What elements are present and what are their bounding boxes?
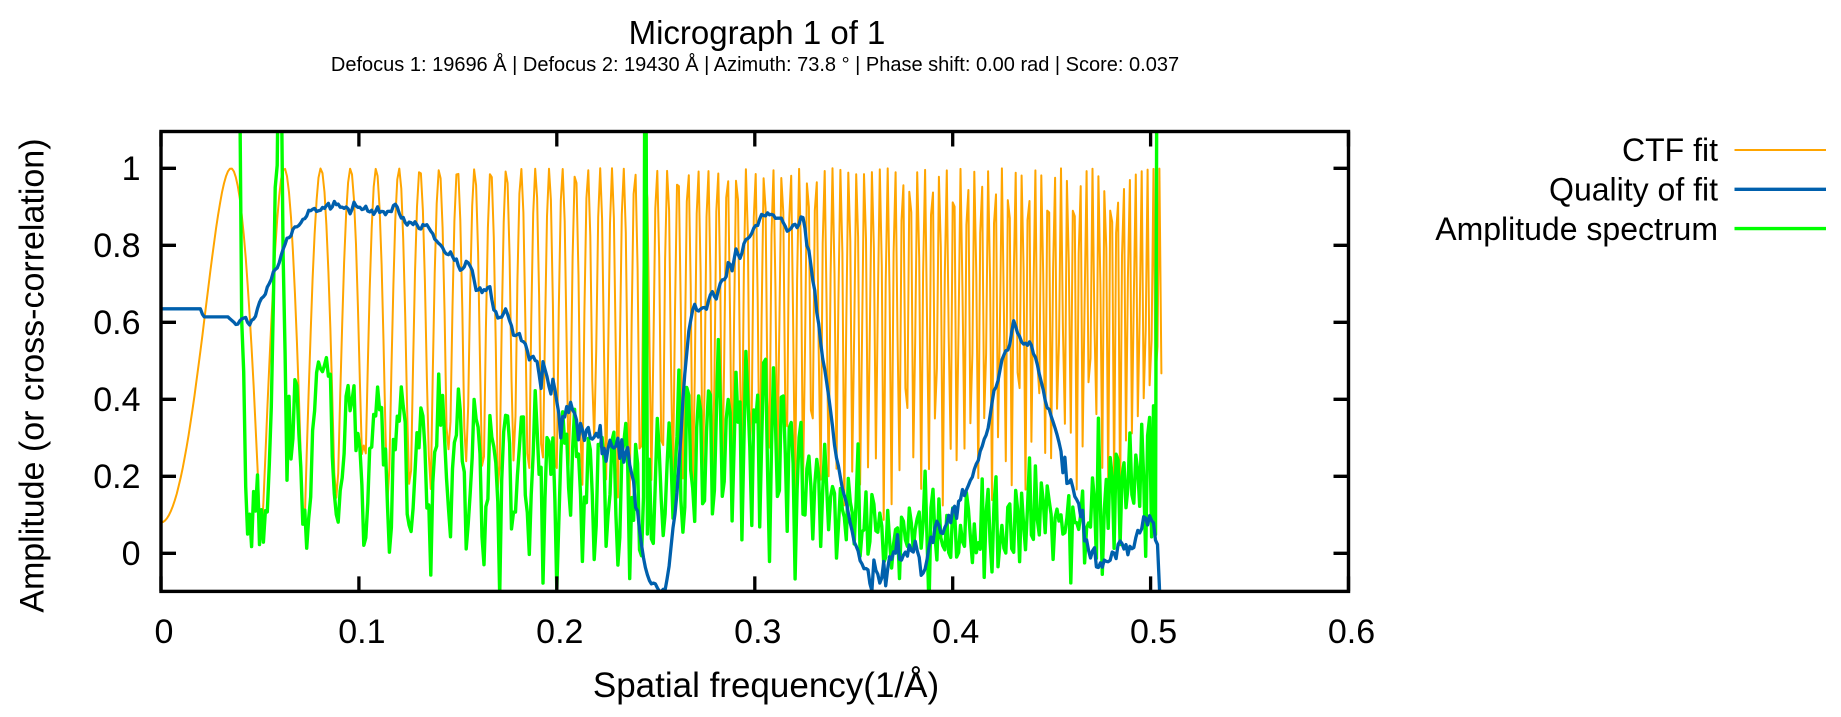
svg-text:Amplitude (or cross-correlatio: Amplitude (or cross-correlation) <box>14 138 52 612</box>
svg-text:Micrograph 1 of 1: Micrograph 1 of 1 <box>629 14 886 51</box>
svg-text:0.6: 0.6 <box>93 304 140 342</box>
svg-text:CTF fit: CTF fit <box>1622 132 1718 168</box>
svg-text:Spatial frequency(1/Å): Spatial frequency(1/Å) <box>593 666 939 705</box>
svg-text:Defocus 1: 19696 Å | Defocus 2: Defocus 1: 19696 Å | Defocus 2: 19430 Å … <box>331 53 1179 76</box>
svg-text:0.8: 0.8 <box>93 227 140 265</box>
svg-text:0.4: 0.4 <box>932 613 979 651</box>
svg-text:0.2: 0.2 <box>536 613 583 651</box>
svg-text:0.2: 0.2 <box>93 458 140 496</box>
svg-text:Amplitude spectrum: Amplitude spectrum <box>1435 211 1718 247</box>
svg-text:1: 1 <box>122 150 141 188</box>
svg-text:0.1: 0.1 <box>338 613 385 651</box>
svg-text:0.6: 0.6 <box>1328 613 1375 651</box>
svg-text:0.5: 0.5 <box>1130 613 1177 651</box>
svg-text:0.4: 0.4 <box>93 381 140 419</box>
svg-text:0: 0 <box>122 535 141 573</box>
svg-text:Quality of fit: Quality of fit <box>1549 172 1718 208</box>
svg-text:0: 0 <box>155 613 174 651</box>
svg-text:0.3: 0.3 <box>734 613 781 651</box>
